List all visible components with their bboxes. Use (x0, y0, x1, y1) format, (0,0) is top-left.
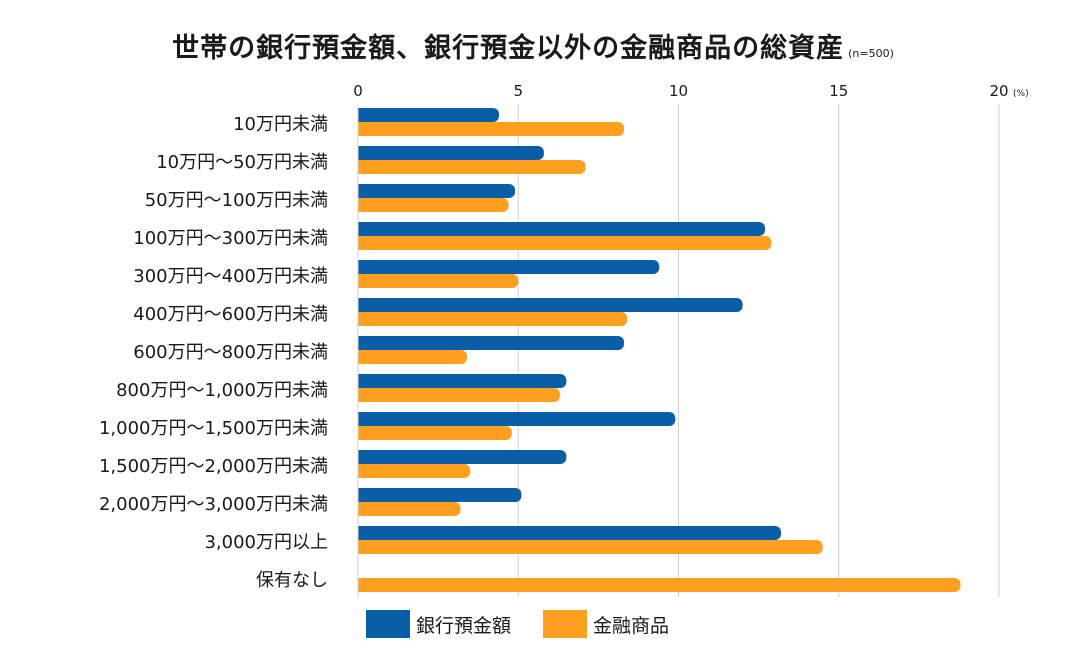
bar-financial-base (358, 540, 366, 554)
bar-financial (358, 540, 823, 554)
bar-deposit (358, 526, 782, 540)
legend-label-deposit: 銀行預金額 (416, 614, 512, 637)
category-label: 2,000万円～3,000万円未満 (99, 494, 328, 515)
bar-financial-base (358, 312, 366, 326)
category-label: 100万円～300万円未満 (133, 228, 328, 249)
category-label: 1,500万円～2,000万円未満 (99, 456, 328, 477)
category-label: 300万円～400万円未満 (133, 266, 328, 287)
category-label: 800万円～1,000万円未満 (116, 380, 328, 401)
bar-financial-base (358, 122, 366, 136)
bar-deposit-base (358, 260, 366, 274)
bar-financial-base (358, 464, 366, 478)
x-tick-label: 0 (353, 82, 363, 100)
category-label: 400万円～600万円未満 (133, 304, 328, 325)
legend-label-financial: 金融商品 (593, 614, 670, 637)
category-label: 50万円～100万円未満 (145, 190, 328, 211)
chart-title-container: 世帯の銀行預金額、銀行預金以外の金融商品の総資産 (n=500) (0, 26, 1066, 65)
bar-financial-base (358, 388, 366, 402)
legend-item-deposit: 銀行預金額 (366, 610, 511, 638)
bar-financial (358, 426, 512, 440)
bar-deposit (358, 374, 567, 388)
x-tick-label: 10 (669, 82, 688, 100)
bar-deposit (358, 260, 660, 274)
category-label: 保有なし (256, 570, 328, 591)
bar-financial-base (358, 198, 366, 212)
bar-financial (358, 274, 519, 288)
bar-deposit (358, 108, 500, 122)
bar-deposit-base (358, 336, 366, 350)
bar-deposit (358, 336, 625, 350)
legend: 銀行預金額 金融商品 (366, 610, 701, 638)
bar-deposit-base (358, 298, 366, 312)
bar-financial-base (358, 236, 366, 250)
bar-financial (358, 388, 560, 402)
bar-financial (358, 198, 509, 212)
bar-deposit-base (358, 146, 366, 160)
sample-size-note: (n=500) (848, 47, 894, 60)
legend-item-financial: 金融商品 (543, 610, 669, 638)
bar-deposit-base (358, 450, 366, 464)
category-label: 600万円～800万円未満 (133, 342, 328, 363)
x-tick-label: 5 (513, 82, 523, 100)
bar-deposit-base (358, 374, 366, 388)
bar-financial (358, 464, 471, 478)
bar-financial (358, 578, 961, 592)
category-label: 10万円～50万円未満 (156, 152, 328, 173)
bar-financial (358, 160, 586, 174)
bar-deposit (358, 488, 522, 502)
chart-title: 世帯の銀行預金額、銀行預金以外の金融商品の総資産 (172, 33, 845, 64)
legend-swatch-financial (543, 610, 588, 638)
x-unit-label: (%) (1013, 89, 1029, 99)
bar-deposit (358, 412, 676, 426)
bar-deposit (358, 184, 516, 198)
bar-financial (358, 350, 467, 364)
bar-financial-base (358, 160, 366, 174)
bar-financial (358, 312, 628, 326)
bar-deposit-base (358, 108, 366, 122)
x-tick-label: 20 (989, 82, 1008, 100)
bar-financial (358, 502, 461, 516)
bar-financial (358, 236, 772, 250)
bar-deposit-base (358, 222, 366, 236)
bar-deposit (358, 450, 567, 464)
bar-deposit-base (358, 488, 366, 502)
bar-deposit-base (358, 412, 366, 426)
category-label: 1,000万円～1,500万円未満 (99, 418, 328, 439)
bar-financial-base (358, 274, 366, 288)
category-label: 3,000万円以上 (204, 532, 328, 553)
category-label: 10万円未満 (233, 114, 328, 135)
bar-financial-base (358, 578, 366, 592)
bar-deposit-base (358, 526, 366, 540)
bar-deposit (358, 222, 766, 236)
bar-financial (358, 122, 625, 136)
x-tick-label: 15 (829, 82, 848, 100)
legend-swatch-deposit (366, 610, 410, 638)
bar-deposit (358, 146, 544, 160)
bar-financial-base (358, 502, 366, 516)
bar-financial-base (358, 426, 366, 440)
bar-deposit (358, 298, 743, 312)
bar-deposit-base (358, 184, 366, 198)
bar-financial-base (358, 350, 366, 364)
